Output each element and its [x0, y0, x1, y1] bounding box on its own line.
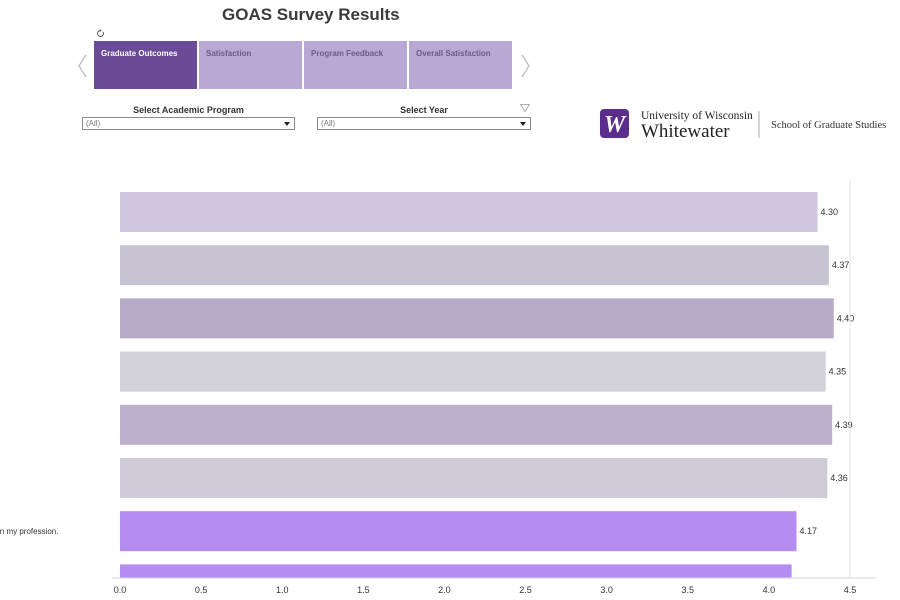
bar-value-label: 4.40: [837, 313, 855, 323]
tab-overall-satisfaction[interactable]: Overall Satisfaction: [409, 41, 512, 89]
x-axis: 0.0 0.5 1.0 1.5 2.0 2.5 3.0 3.5 4.0 4.5: [112, 180, 876, 595]
logo-university-line: University of Wisconsin: [641, 110, 753, 122]
chevron-down-icon: [284, 122, 290, 126]
reset-icon[interactable]: [96, 29, 105, 38]
x-tick-label: 4.5: [844, 585, 857, 595]
x-tick-label: 2.5: [519, 585, 532, 595]
x-tick-label: 3.0: [600, 585, 613, 595]
bar[interactable]: [120, 298, 834, 339]
bars-layer: 4.30 4.37 4.40 4.35 4.39 4.36 4.17 in my profes…: [0, 192, 854, 578]
page-title: GOAS Survey Results: [222, 5, 400, 24]
bar-value-label: 4.37: [832, 260, 850, 270]
x-tick-label: 2.0: [438, 585, 451, 595]
chevron-down-icon: [520, 122, 526, 126]
bar-value-label: 4.35: [829, 367, 847, 377]
university-logo: W University of Wisconsin Whitewater Sch…: [600, 109, 886, 140]
filter-icon[interactable]: [520, 104, 530, 112]
logo-department: School of Graduate Studies: [771, 120, 886, 131]
bar[interactable]: [120, 192, 818, 232]
x-tick-label: 3.5: [682, 585, 695, 595]
program-filter-select[interactable]: (All): [82, 117, 295, 130]
bar-value-label: 4.36: [830, 473, 848, 483]
x-tick-label: 4.0: [763, 585, 776, 595]
bar[interactable]: [120, 404, 833, 445]
bar[interactable]: [120, 511, 797, 552]
logo-monogram-box: [600, 109, 629, 138]
bar-value-label: 4.30: [821, 207, 839, 217]
x-tick-label: 0.0: [114, 585, 127, 595]
x-tick-label: 1.0: [276, 585, 289, 595]
x-tick-label: 0.5: [195, 585, 208, 595]
bar-value-label: 4.17: [799, 526, 817, 536]
year-filter-select[interactable]: (All): [317, 117, 531, 130]
bar-chart: 4.30 4.37 4.40 4.35 4.39 4.36 4.17 in my profes…: [0, 180, 876, 595]
tab-program-feedback[interactable]: Program Feedback: [304, 41, 407, 89]
year-filter-value: (All): [321, 119, 336, 128]
logo-monogram: W: [604, 112, 627, 138]
bar[interactable]: [120, 245, 829, 286]
x-tick-label: 1.5: [357, 585, 370, 595]
category-label: in my profession.: [0, 527, 58, 536]
tab-bar: Graduate Outcomes Satisfaction Program F…: [94, 41, 514, 89]
tab-satisfaction[interactable]: Satisfaction: [199, 41, 302, 89]
bar-value-label: 4.39: [835, 420, 853, 430]
year-filter-label: Select Year: [400, 105, 448, 115]
logo-campus-name: Whitewater: [641, 121, 730, 140]
bar[interactable]: [120, 351, 826, 392]
tab-prev-arrow-icon[interactable]: [76, 52, 90, 80]
tab-graduate-outcomes[interactable]: Graduate Outcomes: [94, 41, 197, 89]
program-filter-label: Select Academic Program: [133, 105, 244, 115]
bar[interactable]: [120, 458, 828, 498]
bar[interactable]: [120, 564, 792, 578]
tab-next-arrow-icon[interactable]: [518, 52, 532, 80]
program-filter-value: (All): [86, 119, 101, 128]
